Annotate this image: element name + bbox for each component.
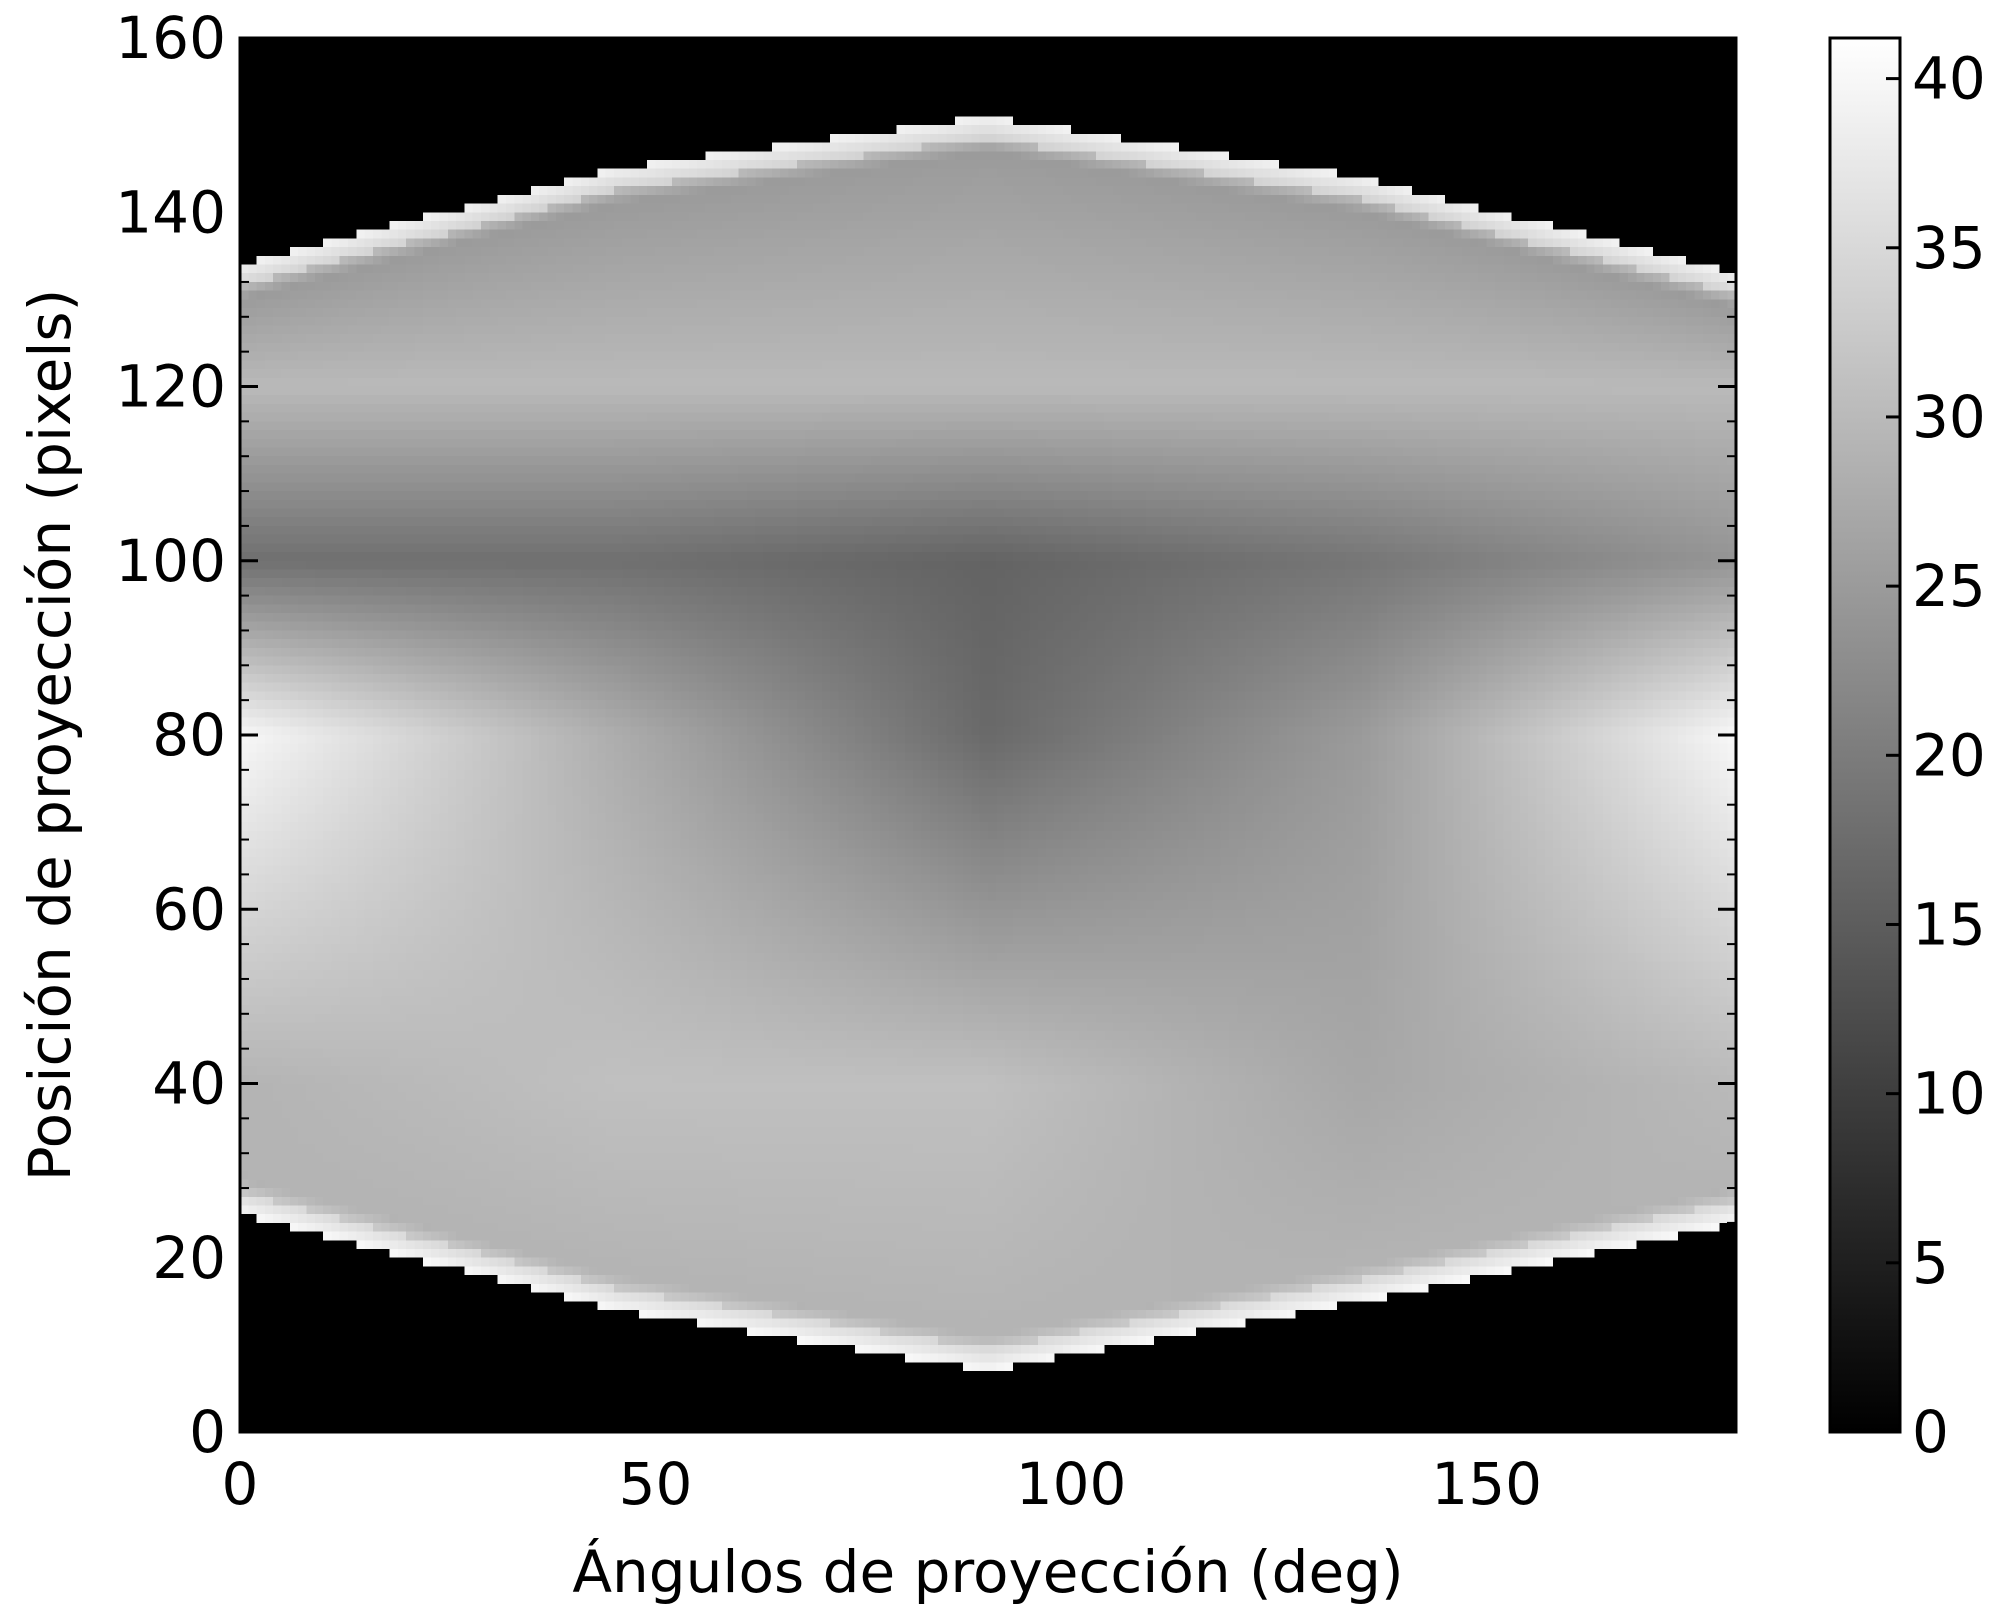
heatmap-image (240, 38, 1736, 1432)
plot-area (238, 36, 1738, 1434)
y-tick-label: 40 (152, 1050, 226, 1118)
colorbar-tick-label: 30 (1912, 383, 1986, 451)
y-tick-label: 160 (115, 4, 226, 72)
x-tick-label: 0 (222, 1450, 259, 1518)
y-axis: 0 20 40 60 80 100 120 140 160 (115, 4, 1736, 1466)
colorbar-tick-label: 0 (1912, 1398, 1949, 1466)
colorbar-tick-label: 40 (1912, 45, 1986, 113)
y-tick-label: 100 (115, 527, 226, 595)
y-tick-label: 20 (152, 1224, 226, 1292)
colorbar-gradient (1828, 36, 1902, 1434)
y-tick-label: 120 (115, 353, 226, 421)
colorbar-tick-label: 25 (1912, 552, 1986, 620)
y-tick-label: 80 (152, 701, 226, 769)
x-axis: 0 50 100 150 (222, 1414, 1654, 1518)
x-axis-label: Ángulos de proyección (deg) (572, 1537, 1403, 1606)
x-tick-label: 150 (1431, 1450, 1542, 1518)
colorbar-tick-label: 15 (1912, 890, 1986, 958)
x-tick-label: 100 (1016, 1450, 1127, 1518)
colorbar-ticks: 0 5 10 15 20 25 30 35 40 (1886, 45, 1986, 1466)
y-tick-label: 140 (115, 178, 226, 246)
y-axis-label: Posición de proyección (pixels) (16, 289, 84, 1182)
colorbar-tick-label: 10 (1912, 1060, 1986, 1128)
colorbar: 0 5 10 15 20 25 30 35 40 (1828, 36, 1986, 1466)
colorbar-tick-label: 5 (1912, 1229, 1949, 1297)
colorbar-tick-label: 35 (1912, 214, 1986, 282)
x-tick-label: 50 (619, 1450, 693, 1518)
y-tick-label: 60 (152, 875, 226, 943)
colorbar-tick-label: 20 (1912, 721, 1986, 789)
y-tick-label: 0 (189, 1398, 226, 1466)
